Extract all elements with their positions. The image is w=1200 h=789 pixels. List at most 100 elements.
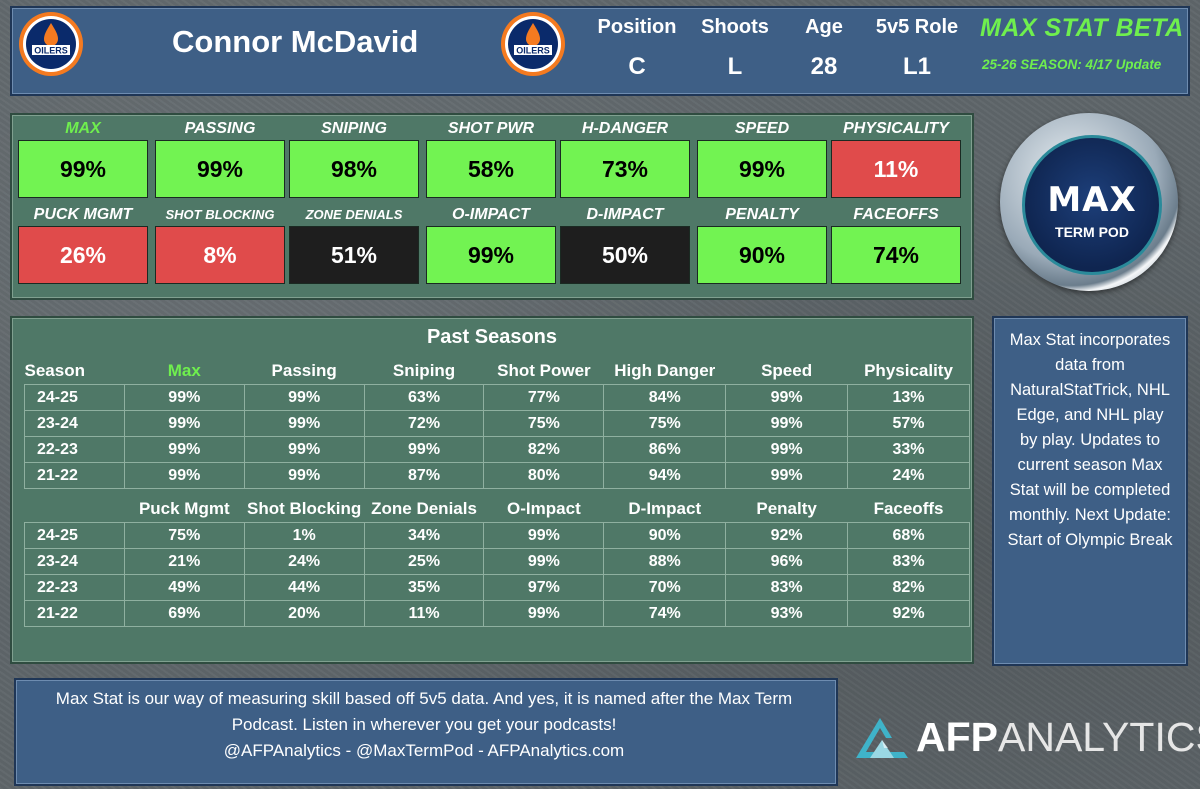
season-cell: 24-25 <box>24 522 125 549</box>
info-role: 5v5 Role L1 <box>862 16 972 81</box>
stat-cell: 99% <box>725 384 849 411</box>
stat-label: O-IMPACT <box>452 206 530 223</box>
past-seasons-table-1: Season Max Passing Sniping Shot Power High Da… <box>24 358 970 489</box>
stat-card: O-IMPACT 99% <box>426 204 556 284</box>
stat-label: PHYSICALITY <box>843 120 949 137</box>
stat-cell: 82% <box>847 574 970 601</box>
stat-cell: 44% <box>243 574 365 601</box>
table-row: 24-25 99% 99% 63% 77% 84% 99% 13% <box>24 384 970 411</box>
column-header: Penalty <box>756 499 817 518</box>
afp-wordmark: AFPANALYTICS <box>916 714 1200 761</box>
stat-label: SNIPING <box>321 120 387 137</box>
stat-cell: 84% <box>603 384 727 411</box>
info-label: Shoots <box>701 16 769 38</box>
stat-card: SHOT BLOCKING 8% <box>155 204 285 284</box>
stat-cell: 80% <box>483 462 605 489</box>
stat-value: 8% <box>155 226 285 284</box>
column-header: Speed <box>761 361 813 380</box>
season-cell: 22-23 <box>24 574 125 601</box>
stat-label: H-DANGER <box>581 120 669 137</box>
stat-cell: 99% <box>243 410 365 437</box>
stat-cell: 25% <box>363 548 485 575</box>
stat-value: 99% <box>426 226 556 284</box>
afp-analytics-logo: AFPANALYTICS <box>852 710 1200 770</box>
stat-label: SHOT BLOCKING <box>165 207 275 222</box>
table-row: 22-23 99% 99% 99% 82% 86% 99% 33% <box>24 436 970 463</box>
column-header <box>25 496 125 523</box>
stat-cell: 21% <box>123 548 245 575</box>
stat-cell: 83% <box>847 548 970 575</box>
info-value: L1 <box>902 53 931 80</box>
stat-card: PHYSICALITY 11% <box>831 118 961 198</box>
table-row: 22-23 49% 44% 35% 97% 70% 83% 82% <box>24 574 970 601</box>
stat-cell: 99% <box>123 410 245 437</box>
afp-wordmark-bold: AFP <box>916 714 998 760</box>
stat-cell: 24% <box>847 462 970 489</box>
column-header: Puck Mgmt <box>138 499 230 518</box>
table-row: 21-22 99% 99% 87% 80% 94% 99% 24% <box>24 462 970 489</box>
info-position: Position C <box>582 16 692 81</box>
side-info-text: Max Stat incorporates data from NaturalS… <box>1007 331 1173 549</box>
stat-cell: 75% <box>603 410 727 437</box>
column-header: High Danger <box>614 361 716 380</box>
stat-card: SNIPING 98% <box>289 118 419 198</box>
stat-card: H-DANGER 73% <box>560 118 690 198</box>
stat-card: PENALTY 90% <box>697 204 827 284</box>
stat-cell: 92% <box>725 522 849 549</box>
afp-mountain-icon <box>856 718 908 758</box>
stat-cell: 99% <box>243 436 365 463</box>
footer-text: Max Stat is our way of measuring skill b… <box>14 686 834 764</box>
stat-cell: 11% <box>363 600 485 627</box>
stat-cell: 93% <box>725 600 849 627</box>
column-header: Max <box>167 361 201 380</box>
logo-line1: MAX <box>1047 180 1137 220</box>
stat-cell: 99% <box>123 384 245 411</box>
svg-text:OILERS: OILERS <box>34 46 68 56</box>
stat-cell: 68% <box>847 522 970 549</box>
table-row: 24-25 75% 1% 34% 99% 90% 92% 68% <box>24 522 970 549</box>
afp-wordmark-light: ANALYTICS <box>998 714 1200 760</box>
column-header: Shot Power <box>497 361 591 380</box>
stat-cell: 49% <box>123 574 245 601</box>
stat-cell: 92% <box>847 600 970 627</box>
stat-cell: 94% <box>603 462 727 489</box>
stat-value: 99% <box>18 140 148 198</box>
stat-card: MAX 99% <box>18 118 148 198</box>
info-label: Position <box>597 16 677 38</box>
stat-cell: 99% <box>363 436 485 463</box>
stat-label: PENALTY <box>725 206 799 223</box>
stat-label: PASSING <box>184 120 256 137</box>
stat-cell: 99% <box>483 548 605 575</box>
stat-value: 73% <box>560 140 690 198</box>
stat-cell: 99% <box>725 410 849 437</box>
stat-cell: 77% <box>483 384 605 411</box>
stat-cell: 35% <box>363 574 485 601</box>
column-header: O-Impact <box>507 499 581 518</box>
footer-line-3: @AFPAnalytics - @MaxTermPod - AFPAnalyti… <box>223 741 625 760</box>
stat-cell: 13% <box>847 384 970 411</box>
past-seasons-panel: Past Seasons Season Max Passing Sniping Shot… <box>10 316 974 664</box>
brand-subtitle: 25-26 SEASON: 4/17 Update <box>982 57 1162 72</box>
stat-label: D-IMPACT <box>586 206 664 223</box>
stat-value: 99% <box>697 140 827 198</box>
stat-value: 74% <box>831 226 961 284</box>
column-header: Physicality <box>864 361 953 380</box>
stat-cell: 74% <box>603 600 727 627</box>
column-header: Faceoffs <box>873 499 944 518</box>
stat-card: FACEOFFS 74% <box>831 204 961 284</box>
stat-card: PASSING 99% <box>155 118 285 198</box>
stat-cell: 63% <box>363 384 485 411</box>
column-header: Season <box>24 361 85 380</box>
column-header: Zone Denials <box>371 499 477 518</box>
stat-value: 11% <box>831 140 961 198</box>
stat-label: FACEOFFS <box>853 206 939 223</box>
stat-cell: 70% <box>603 574 727 601</box>
stat-cell: 99% <box>123 436 245 463</box>
stat-card: SHOT PWR 58% <box>426 118 556 198</box>
stat-label: MAX <box>65 120 101 137</box>
season-cell: 24-25 <box>24 384 125 411</box>
stat-value: 26% <box>18 226 148 284</box>
season-cell: 23-24 <box>24 410 125 437</box>
stat-cell: 99% <box>123 462 245 489</box>
stat-cell: 20% <box>243 600 365 627</box>
